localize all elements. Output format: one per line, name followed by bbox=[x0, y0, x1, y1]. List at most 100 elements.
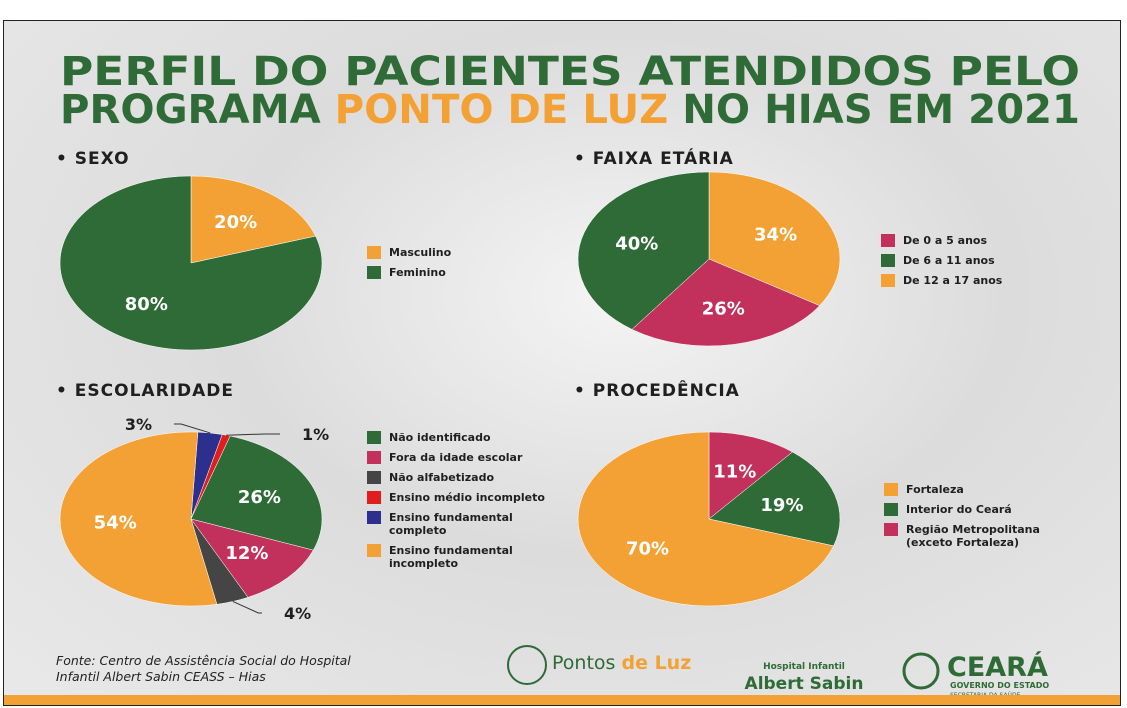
legend-label: Fora da idade escolar bbox=[389, 451, 523, 464]
legend-item: Fortaleza bbox=[884, 483, 1074, 496]
legend-swatch bbox=[367, 511, 381, 524]
section-title: SEXO bbox=[74, 149, 130, 169]
title-part: NO HIAS EM 2021 bbox=[668, 87, 1080, 133]
legend: De 0 a 5 anos De 6 a 11 anos De 12 a 17 an… bbox=[881, 234, 1071, 294]
title-line2: PROGRAMA PONTO DE LUZ NO HIAS EM 2021 bbox=[60, 87, 1080, 133]
legend-swatch bbox=[881, 254, 895, 267]
legend-swatch bbox=[884, 523, 898, 536]
bullet: • bbox=[56, 149, 75, 169]
bullet: • bbox=[56, 381, 75, 401]
data-label: 26% bbox=[238, 487, 281, 508]
data-label: 19% bbox=[760, 495, 803, 516]
data-label: 70% bbox=[626, 539, 669, 560]
pie-slice bbox=[577, 431, 834, 607]
legend-item: Não identificado bbox=[367, 431, 557, 444]
bullet: • bbox=[574, 149, 593, 169]
legend-item: De 12 a 17 anos bbox=[881, 274, 1071, 287]
legend-item: Ensino fundamental completo bbox=[367, 511, 557, 537]
data-label: 1% bbox=[302, 425, 329, 444]
logo-text: Pontos de Luz bbox=[552, 652, 691, 674]
section-heading: • SEXO bbox=[56, 149, 130, 169]
source: Fonte: Centro de Assistência Social do H… bbox=[56, 653, 351, 684]
title-part: PROGRAMA bbox=[60, 87, 335, 133]
logo-hias: Hospital Infantil Albert Sabin bbox=[745, 662, 864, 694]
infographic: PERFIL DO PACIENTES ATENDIDOS PELO PROGR… bbox=[3, 20, 1121, 706]
canvas: PERFIL DO PACIENTES ATENDIDOS PELO PROGR… bbox=[59, 49, 1080, 699]
data-label: 4% bbox=[284, 604, 311, 623]
section-heading: • FAIXA ETÁRIA bbox=[574, 149, 734, 169]
pie-slice bbox=[708, 451, 841, 547]
legend-label: De 12 a 17 anos bbox=[903, 274, 1003, 287]
logo-text-a: Pontos bbox=[552, 652, 621, 674]
pie-slice bbox=[631, 258, 821, 347]
legend-swatch bbox=[367, 544, 381, 557]
data-label: 40% bbox=[615, 233, 658, 254]
legend-swatch bbox=[367, 246, 381, 259]
legend-item: Masculino bbox=[367, 246, 557, 259]
legend: Masculino Feminino bbox=[367, 246, 557, 286]
title-line1: PERFIL DO PACIENTES ATENDIDOS PELO bbox=[60, 49, 1080, 95]
pie-slice bbox=[59, 175, 323, 351]
legend-item: Fora da idade escolar bbox=[367, 451, 557, 464]
pie-slice bbox=[708, 431, 793, 520]
leader-line bbox=[226, 433, 280, 436]
section-title: ESCOLARIDADE bbox=[74, 381, 234, 401]
legend-label: Região Metropolitana (exceto Fortaleza) bbox=[906, 523, 1040, 549]
legend-label: Interior do Ceará bbox=[906, 503, 1012, 516]
legend-swatch bbox=[881, 274, 895, 287]
section-heading: • PROCEDÊNCIA bbox=[574, 381, 740, 401]
legend-item: Ensino fundamental incompleto bbox=[367, 544, 557, 570]
logo-text-b: de Luz bbox=[621, 652, 691, 674]
legend-swatch bbox=[884, 503, 898, 516]
data-label: 34% bbox=[754, 225, 797, 246]
logo-text: GOVERNO DO ESTADO bbox=[950, 681, 1049, 690]
legend-item: Feminino bbox=[367, 266, 557, 279]
pie-slice bbox=[190, 175, 316, 264]
legend-swatch bbox=[367, 266, 381, 279]
legend-item: Não alfabetizado bbox=[367, 471, 557, 484]
title-highlight: PONTO DE LUZ bbox=[335, 87, 669, 133]
legend-label: Ensino médio incompleto bbox=[389, 491, 545, 504]
legend-label: Não identificado bbox=[389, 431, 491, 444]
data-label: 80% bbox=[125, 294, 168, 315]
section-title: FAIXA ETÁRIA bbox=[592, 149, 734, 169]
pie-slice bbox=[59, 431, 218, 607]
legend-swatch bbox=[367, 431, 381, 444]
data-label: 11% bbox=[713, 462, 756, 483]
bullet: • bbox=[574, 381, 593, 401]
legend-label: De 6 a 11 anos bbox=[903, 254, 995, 267]
pie-slice bbox=[708, 171, 841, 306]
legend: Fortaleza Interior do Ceará Região Metropo… bbox=[884, 483, 1074, 556]
legend-swatch bbox=[367, 451, 381, 464]
logo-text: Hospital Infantil bbox=[763, 662, 845, 672]
logo-ceara: CEARÁ GOVERNO DO ESTADO SECRETARIA DA SA… bbox=[902, 651, 1049, 699]
pie-slice bbox=[577, 171, 710, 330]
data-label: 3% bbox=[125, 415, 152, 434]
logo-text: Albert Sabin bbox=[745, 674, 864, 694]
logo-icon bbox=[507, 645, 547, 685]
data-label: 12% bbox=[225, 543, 268, 564]
data-label: 20% bbox=[214, 212, 257, 233]
logo-pontos: Pontos de Luz bbox=[507, 645, 691, 685]
legend-label: Feminino bbox=[389, 266, 446, 279]
bottom-bar bbox=[4, 695, 1120, 705]
pie-slice bbox=[190, 435, 323, 551]
legend-label: Masculino bbox=[389, 246, 452, 259]
legend-label: Fortaleza bbox=[906, 483, 964, 496]
leader-line bbox=[174, 423, 211, 434]
legend-item: Região Metropolitana (exceto Fortaleza) bbox=[884, 523, 1074, 549]
data-label: 54% bbox=[94, 513, 137, 534]
legend: Não identificado Fora da idade escolar Não… bbox=[367, 431, 557, 577]
legend-item: De 6 a 11 anos bbox=[881, 254, 1071, 267]
legend-swatch bbox=[367, 491, 381, 504]
data-label: 26% bbox=[702, 299, 745, 320]
legend-swatch bbox=[884, 483, 898, 496]
pie-slice bbox=[190, 518, 314, 598]
legend-item: Interior do Ceará bbox=[884, 503, 1074, 516]
legend-label: De 0 a 5 anos bbox=[903, 234, 987, 247]
legend-label: Não alfabetizado bbox=[389, 471, 495, 484]
section-title: PROCEDÊNCIA bbox=[592, 381, 740, 401]
logo-icon bbox=[902, 652, 940, 690]
section-heading: • ESCOLARIDADE bbox=[56, 381, 234, 401]
